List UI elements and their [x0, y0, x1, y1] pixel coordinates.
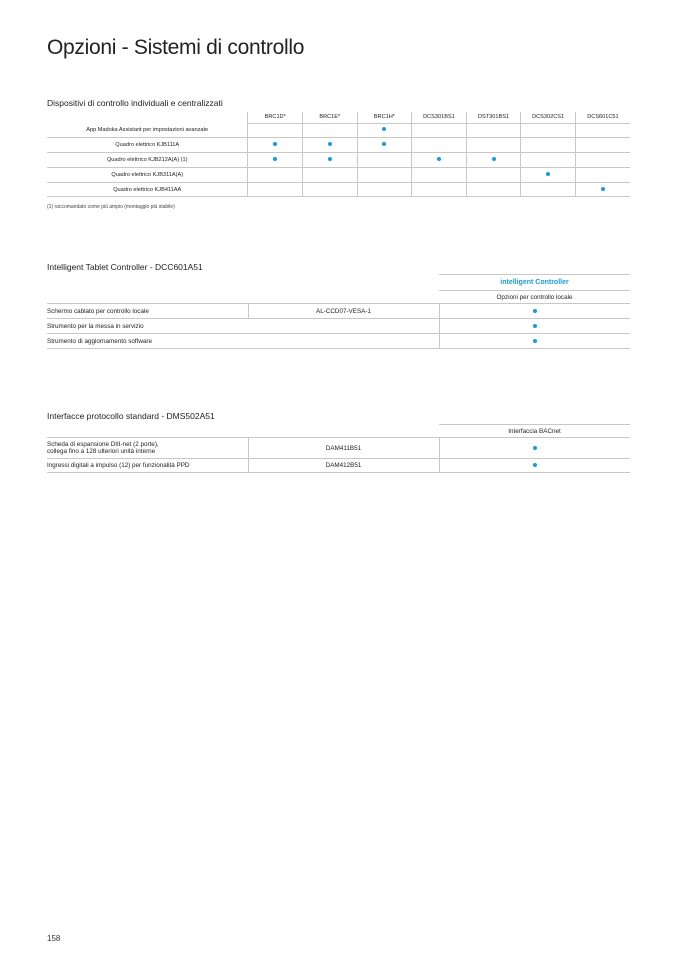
section1-title: Dispositivi di controllo individuali e c…: [47, 98, 223, 108]
product-code: [248, 318, 439, 334]
intelligent-controller-logo: intelligent Controller: [439, 274, 630, 291]
availability-dot-icon: [382, 127, 387, 132]
row-label: Quadro elettrico KJB212A(A) (1): [47, 152, 248, 168]
column-header: DCS302CS1: [520, 112, 576, 124]
row-label: Scheda di espansione DIII-net (2 porte),…: [47, 437, 248, 459]
row-label: Schermo cablato per controllo locale: [47, 303, 248, 319]
availability-dot-icon: [327, 142, 332, 147]
column-header: Interfaccia BACnet: [439, 424, 630, 438]
product-code: DAM411B51: [247, 437, 439, 459]
column-header: DCS301BS1: [411, 112, 467, 124]
table-row: Strumento per la messa in servizio: [47, 318, 630, 334]
availability-dot-icon: [532, 445, 537, 450]
product-code: DAM412B51: [247, 458, 439, 473]
tablet-controller-table: intelligent Controller Opzioni per contr…: [47, 274, 630, 349]
column-header: BRC1H*: [356, 112, 412, 124]
row-label: Quadro elettrico KJB411AA: [47, 182, 248, 198]
table-row: Ingressi digitali a impulso (12) per fun…: [47, 458, 630, 473]
table-row: Quadro elettrico KJB212A(A) (1): [47, 152, 630, 168]
availability-dot-icon: [273, 142, 278, 147]
availability-dot-icon: [600, 186, 605, 191]
row-label: Quadro elettrico KJB311A(A): [47, 167, 248, 183]
product-code: AL-CCD07-VESA-1: [247, 303, 439, 319]
availability-dot-icon: [273, 156, 278, 161]
availability-dot-icon: [382, 142, 387, 147]
availability-dot-icon: [327, 156, 332, 161]
row-label: Ingressi digitali a impulso (12) per fun…: [47, 458, 248, 473]
section2-title: Intelligent Tablet Controller - DCC601A5…: [47, 262, 203, 272]
page-title: Opzioni - Sistemi di controllo: [47, 36, 305, 59]
table-row: Quadro elettrico KJB311A(A): [47, 167, 630, 183]
protocol-interface-table: Interfaccia BACnet Scheda di espansione …: [47, 424, 630, 473]
table-row: App Madoka Assistant per impostazioni av…: [47, 123, 630, 139]
availability-dot-icon: [491, 156, 496, 161]
availability-dot-icon: [532, 308, 537, 313]
column-header: DST301BS1: [465, 112, 521, 124]
row-label: App Madoka Assistant per impostazioni av…: [47, 123, 248, 139]
table-row: Quadro elettrico KJB411AA: [47, 182, 630, 198]
availability-dot-icon: [436, 156, 441, 161]
table-row: Scheda di espansione DIII-net (2 porte),…: [47, 437, 630, 459]
column-header: DCS601C51: [574, 112, 630, 124]
availability-dot-icon: [532, 463, 537, 467]
table-row: Quadro elettrico KJB111A: [47, 137, 630, 154]
product-code: [248, 333, 439, 349]
column-header: BRC1D*: [247, 112, 303, 124]
empty-cell: [47, 112, 248, 123]
footnote: (1) raccomandato come più ampio (montagg…: [47, 204, 175, 210]
row-label: Strumento di aggiornamento software: [47, 333, 248, 349]
table-row: Strumento di aggiornamento software: [47, 333, 630, 349]
section3-title: Interfacce protocollo standard - DMS502A…: [47, 411, 215, 421]
availability-dot-icon: [532, 338, 537, 343]
column-header: Opzioni per controllo locale: [439, 290, 630, 304]
availability-dot-icon: [532, 323, 537, 328]
availability-dot-icon: [546, 171, 551, 176]
page-number: 158: [47, 934, 61, 943]
table-row: Schermo cablato per controllo locale AL-C…: [47, 303, 630, 319]
row-label: Strumento per la messa in servizio: [47, 318, 248, 334]
controllers-table: BRC1D* BRC1E* BRC1H* DCS301BS1 DST301BS1 DCS3…: [47, 112, 630, 198]
column-header: BRC1E*: [302, 112, 358, 124]
row-label: Quadro elettrico KJB111A: [47, 137, 248, 154]
